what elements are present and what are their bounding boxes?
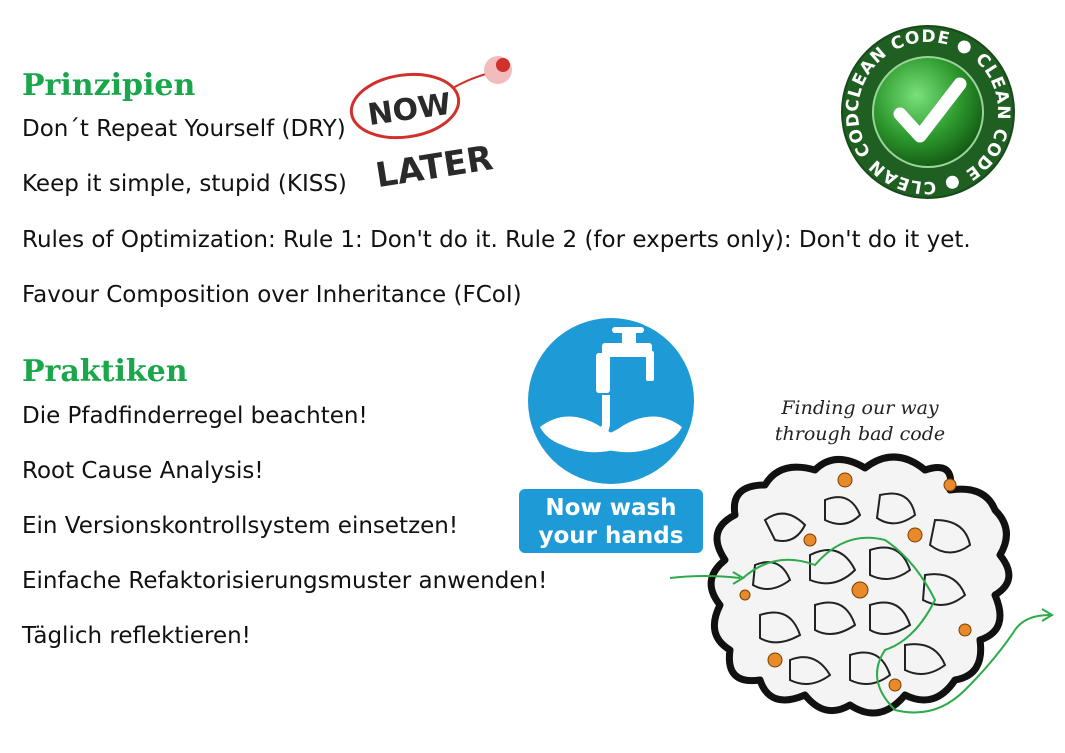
practice-root-cause: Root Cause Analysis! (22, 458, 264, 484)
now-later-image: NOW LATER (349, 56, 512, 190)
maze-caption-line1: Finding our way (780, 397, 939, 419)
practice-version-control: Ein Versionskontrollsystem einsetzen! (22, 513, 459, 539)
tap-and-hands-icon (540, 327, 682, 453)
later-word: LATER (373, 138, 496, 190)
maze-path-in-arrow (669, 575, 741, 579)
wash-hands-sign: Now wash your hands (519, 318, 703, 553)
practice-boyscout-rule: Die Pfadfinderregel beachten! (22, 403, 368, 429)
maze-green-route (742, 536, 1051, 714)
sign-caption-panel (519, 489, 703, 553)
principle-dry: Don´t Repeat Yourself (DRY) (22, 116, 346, 142)
maze-caption-line2: through bad code (775, 423, 945, 445)
practice-refactoring: Einfache Refaktorisierungsmuster anwende… (22, 568, 548, 594)
sign-caption-line1: Now wash (545, 495, 676, 521)
practice-reflect: Täglich reflektieren! (22, 623, 251, 649)
heading-prinzipien: Prinzipien (22, 68, 196, 103)
checkmark-icon (893, 77, 967, 143)
red-circle-mark (349, 72, 461, 140)
clean-code-seal: CLEAN CODE ● CLEAN CODE ● CLEAN CODE ● (838, 22, 1015, 199)
principle-optimization: Rules of Optimization: Rule 1: Don't do … (22, 227, 971, 253)
bad-code-maze-image: Finding our way through bad code (669, 397, 1054, 717)
heading-praktiken: Praktiken (22, 354, 188, 389)
maze-orange-blobs (739, 472, 972, 692)
principle-fcoi: Favour Composition over Inheritance (FCo… (22, 282, 522, 308)
principle-kiss: Keep it simple, stupid (KISS) (22, 171, 347, 197)
sign-caption-line2: your hands (539, 523, 684, 549)
